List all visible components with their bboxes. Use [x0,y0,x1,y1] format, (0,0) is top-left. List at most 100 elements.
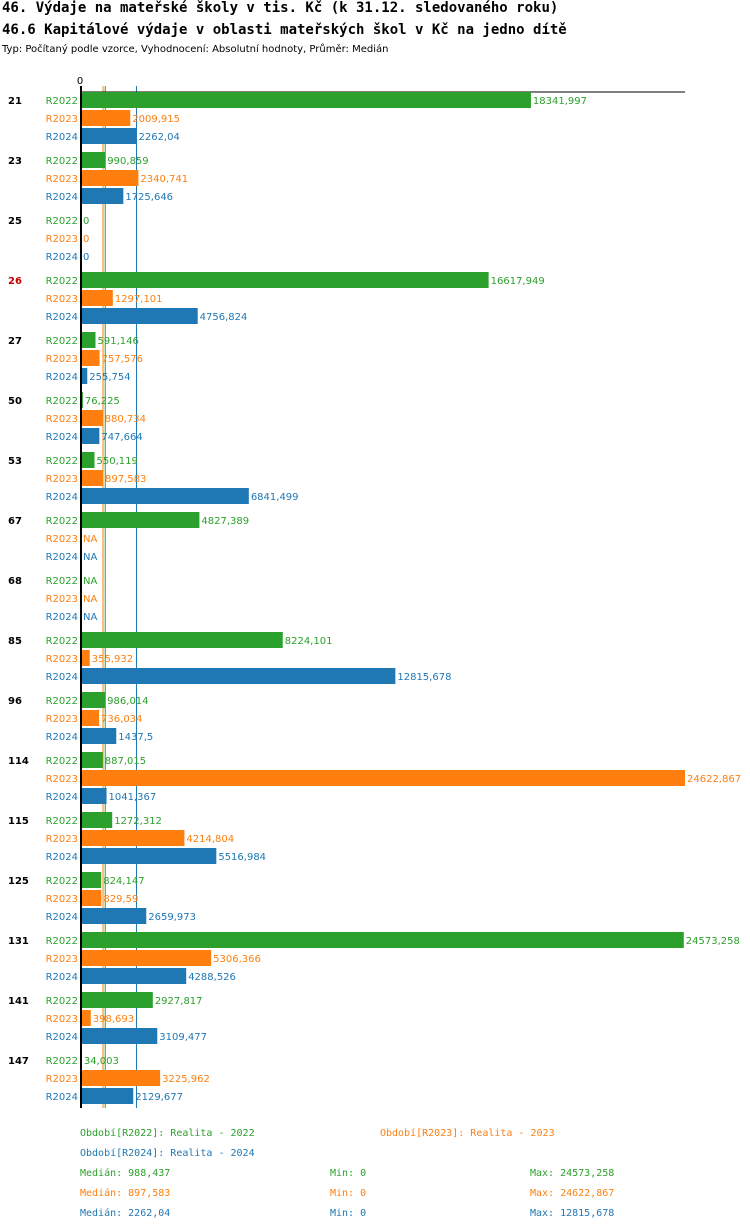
legend-r2022-median: Medián: 988,437 [80,1168,171,1179]
series-label: R2023 [46,654,78,665]
chart-title-sub: 46.6 Kapitálové výdaje v oblasti mateřsk… [2,22,567,38]
category-label-21: 21 [8,96,22,107]
value-label-115-r2024: 5516,984 [218,852,266,863]
value-label-27-r2024: 255,754 [89,372,130,383]
category-label-115: 115 [8,816,29,827]
value-label-53-r2022: 550,119 [96,456,137,467]
value-label-50-r2022: 76,225 [85,396,120,407]
series-label: R2024 [46,1032,78,1043]
value-label-50-r2023: 880,734 [105,414,146,425]
bar-141-r2022 [81,992,153,1008]
series-label: R2023 [46,594,78,605]
value-label-125-r2023: 829,59 [103,894,138,905]
series-label: R2022 [46,96,78,107]
series-label: R2022 [46,156,78,167]
category-label-141: 141 [8,996,29,1007]
series-label: R2024 [46,492,78,503]
legend-r2023-min: Min: 0 [330,1188,367,1199]
bar-21-r2024 [81,128,137,144]
value-label-125-r2022: 824,147 [103,876,144,887]
value-label-53-r2023: 897,583 [105,474,146,485]
legend-r2024-name: Období[R2024]: Realita - 2024 [80,1148,255,1159]
value-label-23-r2024: 1725,646 [125,192,173,203]
value-label-25-r2022: 0 [83,216,89,227]
series-label: R2022 [46,936,78,947]
bar-26-r2023 [81,290,113,306]
value-label-114-r2022: 887,015 [105,756,146,767]
series-label: R2023 [46,834,78,845]
value-label-27-r2023: 757,576 [102,354,143,365]
series-label: R2023 [46,474,78,485]
category-label-27: 27 [8,336,22,347]
bar-147-r2023 [81,1070,161,1086]
series-label: R2022 [46,336,78,347]
legend-r2023-max: Max: 24622,867 [530,1188,615,1199]
value-label-23-r2022: 990,859 [107,156,148,167]
bar-114-r2024 [81,788,107,804]
value-label-85-r2024: 12815,678 [397,672,451,683]
value-label-131-r2023: 5306,366 [213,954,261,965]
bar-23-r2022 [81,152,106,168]
bar-23-r2023 [81,170,139,186]
series-label: R2023 [46,534,78,545]
bar-131-r2023 [81,950,212,966]
value-label-115-r2023: 4214,804 [186,834,234,845]
bar-114-r2022 [81,752,103,768]
value-label-141-r2023: 398,693 [93,1014,134,1025]
series-label: R2022 [46,456,78,467]
category-label-131: 131 [8,936,29,947]
series-label: R2024 [46,192,78,203]
value-label-114-r2024: 1041,367 [109,792,157,803]
series-label: R2022 [46,1056,78,1067]
series-label: R2023 [46,354,78,365]
bar-27-r2022 [81,332,96,348]
series-label: R2024 [46,612,78,623]
series-label: R2024 [46,252,78,263]
chart-title-main: 46. Výdaje na mateřské školy v tis. Kč (… [2,0,559,16]
value-label-67-r2023: NA [83,534,97,545]
value-label-68-r2022: NA [83,576,97,587]
value-label-53-r2024: 6841,499 [251,492,299,503]
bar-50-r2024 [81,428,100,444]
series-label: R2022 [46,636,78,647]
bar-115-r2024 [81,848,217,864]
series-label: R2023 [46,174,78,185]
bar-131-r2024 [81,968,187,984]
bar-131-r2022 [81,932,684,948]
value-label-96-r2023: 736,034 [101,714,142,725]
category-label-26: 26 [8,276,22,287]
category-label-68: 68 [8,576,22,587]
value-label-21-r2023: 2009,915 [132,114,180,125]
category-label-23: 23 [8,156,22,167]
bar-53-r2022 [81,452,95,468]
series-label: R2023 [46,894,78,905]
legend-r2024-max: Max: 12815,678 [530,1208,615,1219]
category-label-96: 96 [8,696,22,707]
value-label-96-r2024: 1437,5 [118,732,153,743]
series-label: R2024 [46,1092,78,1103]
legend-r2023-median: Medián: 897,583 [80,1188,171,1199]
series-label: R2022 [46,816,78,827]
bar-chart: 0 21 R2022 18341,997 R2023 2009,915 R2024 2262,… [8,76,741,1108]
legend-r2023-name: Období[R2023]: Realita - 2023 [380,1128,555,1139]
value-label-147-r2022: 34,003 [84,1056,119,1067]
category-label-25: 25 [8,216,22,227]
bar-115-r2023 [81,830,185,846]
bar-96-r2024 [81,728,117,744]
bar-125-r2022 [81,872,102,888]
series-label: R2022 [46,756,78,767]
series-label: R2023 [46,114,78,125]
value-label-26-r2023: 1297,101 [115,294,163,305]
series-label: R2022 [46,396,78,407]
legend-r2024-median: Medián: 2262,04 [80,1208,171,1219]
series-label: R2022 [46,276,78,287]
series-label: R2024 [46,732,78,743]
value-label-25-r2023: 0 [83,234,89,245]
value-label-26-r2022: 16617,949 [491,276,545,287]
category-label-85: 85 [8,636,22,647]
bar-67-r2022 [81,512,200,528]
bar-96-r2022 [81,692,106,708]
series-label: R2023 [46,294,78,305]
legend-r2022-min: Min: 0 [330,1168,367,1179]
value-label-21-r2024: 2262,04 [138,132,179,143]
